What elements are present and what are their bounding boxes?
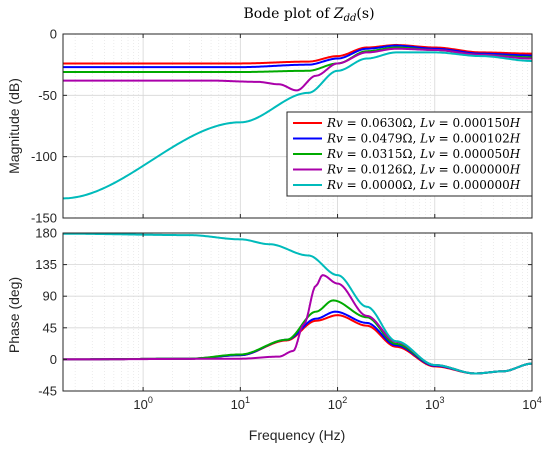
phase-ticks: 180 135 90 45 0 -45 100 101 102 103 104 <box>35 226 541 413</box>
y-tick-label: 90 <box>43 289 57 304</box>
phase-plot-area <box>63 233 532 391</box>
legend-entry: Rv = 0.0126Ω, Lv = 0.000000H <box>326 163 521 177</box>
y-tick-label: 0 <box>50 352 57 367</box>
y-tick-label: 180 <box>35 226 57 241</box>
legend-entry: Rv = 0.0630Ω, Lv = 0.000150H <box>326 116 521 130</box>
y-tick-label: -50 <box>38 88 57 103</box>
phase-lines <box>63 232 533 375</box>
frequency-xlabel: Frequency (Hz) <box>249 427 345 443</box>
magnitude-series-1 <box>63 44 533 65</box>
y-tick-label: 135 <box>35 257 57 272</box>
y-tick-label: 45 <box>43 320 57 335</box>
phase-ylabel: Phase (deg) <box>6 277 22 353</box>
y-tick-label: -150 <box>31 211 57 226</box>
magnitude-series-2 <box>63 44 533 69</box>
legend-box <box>286 111 533 197</box>
magnitude-ylabel: Magnitude (dB) <box>6 78 22 174</box>
x-tick-label: 100 <box>133 395 152 412</box>
x-tick-label: 102 <box>328 395 347 412</box>
legend-entry: Rv = 0.0479Ω, Lv = 0.000102H <box>326 132 521 146</box>
y-tick-label: 0 <box>50 27 57 42</box>
x-tick-label: 101 <box>231 395 250 412</box>
legend-entry: Rv = 0.0315Ω, Lv = 0.000050H <box>326 147 521 161</box>
y-tick-label: -45 <box>38 384 57 399</box>
magnitude-ticks: 0 -50 -100 -150 <box>31 27 533 226</box>
legend: Rv = 0.0630Ω, Lv = 0.000150H Rv = 0.0479Ω… <box>286 111 533 197</box>
y-tick-label: -100 <box>31 149 57 164</box>
magnitude-series-5 <box>62 51 533 200</box>
x-tick-label: 103 <box>425 395 444 412</box>
x-tick-label: 104 <box>522 395 541 412</box>
magnitude-series-4 <box>63 47 533 92</box>
phase-axes-frame <box>62 232 533 392</box>
chart-title: Bode plot of Zdd(s) <box>243 6 374 24</box>
magnitude-panel: 0 -50 -100 -150 Magnitude (dB) Rv = 0.0630Ω… <box>6 27 533 226</box>
magnitude-lines <box>62 44 533 200</box>
legend-entry: Rv = 0.0000Ω, Lv = 0.000000H <box>326 178 521 192</box>
phase-series-5 <box>63 232 533 375</box>
phase-panel: 180 135 90 45 0 -45 100 101 102 103 104 Phase (deg… <box>6 226 542 444</box>
